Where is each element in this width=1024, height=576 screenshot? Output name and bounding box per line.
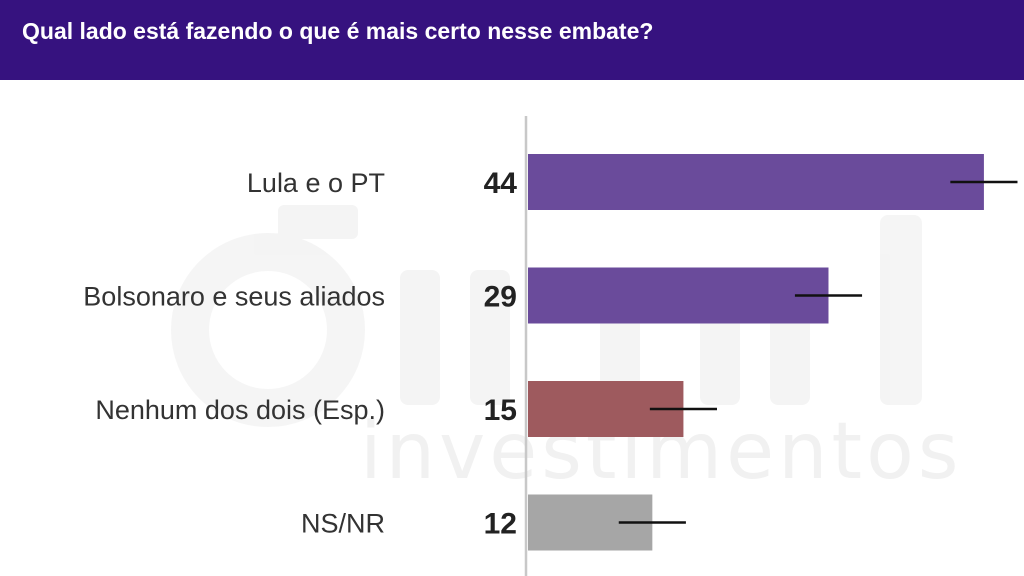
value-label-0: 44	[484, 167, 518, 200]
value-label-1: 29	[484, 281, 517, 314]
value-label-3: 12	[484, 508, 517, 541]
value-label-2: 15	[484, 394, 517, 427]
category-label-2: Nenhum dos dois (Esp.)	[95, 395, 385, 425]
chart-header: Qual lado está fazendo o que é mais cert…	[0, 0, 1024, 80]
category-label-0: Lula e o PT	[247, 168, 385, 198]
bar-1	[528, 267, 829, 324]
bar-0	[528, 154, 984, 210]
category-label-3: NS/NR	[301, 509, 385, 539]
bar-chart: 44 Lula e o PT 29 Bolsonaro e seus aliados 1…	[83, 116, 1018, 576]
chart-title: Qual lado está fazendo o que é mais cert…	[22, 18, 654, 44]
category-label-1: Bolsonaro e seus aliados	[83, 282, 385, 312]
